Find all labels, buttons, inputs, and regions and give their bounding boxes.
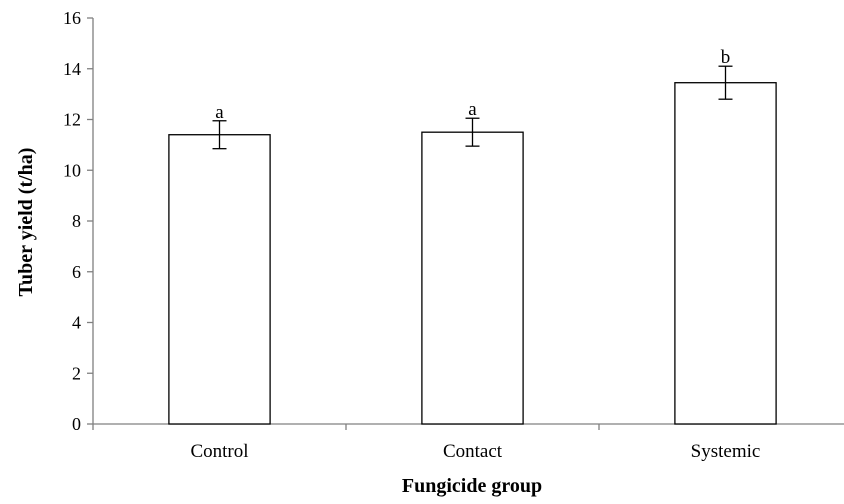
bar-control [168, 134, 271, 425]
y-tick-label-2: 2 [72, 363, 81, 383]
x-tick-label-systemic: Systemic [691, 441, 761, 462]
x-axis-title: Fungicide group [402, 475, 542, 497]
y-tick-label-10: 10 [63, 160, 81, 180]
y-tick-label-12: 12 [63, 110, 81, 130]
y-tick-label-8: 8 [72, 211, 81, 231]
significance-letter-systemic: b [721, 47, 731, 68]
x-tick-label-contact: Contact [443, 441, 503, 462]
significance-letter-control: a [215, 102, 224, 123]
y-tick-label-14: 14 [63, 59, 81, 79]
bar-contact [421, 131, 524, 425]
x-axis: Control Contact Systemic [92, 423, 844, 462]
y-tick-label-16: 16 [63, 8, 81, 28]
y-axis-title: Tuber yield (t/ha) [15, 148, 37, 297]
y-tick-label-0: 0 [72, 414, 81, 434]
x-tick-label-control: Control [190, 441, 248, 462]
bars: a a b [168, 47, 777, 425]
y-axis: 0 2 4 6 8 10 12 14 16 [63, 8, 94, 434]
y-tick-label-4: 4 [72, 313, 81, 333]
significance-letter-contact: a [468, 99, 477, 120]
y-tick-label-6: 6 [72, 262, 81, 282]
bar-systemic [674, 82, 777, 425]
